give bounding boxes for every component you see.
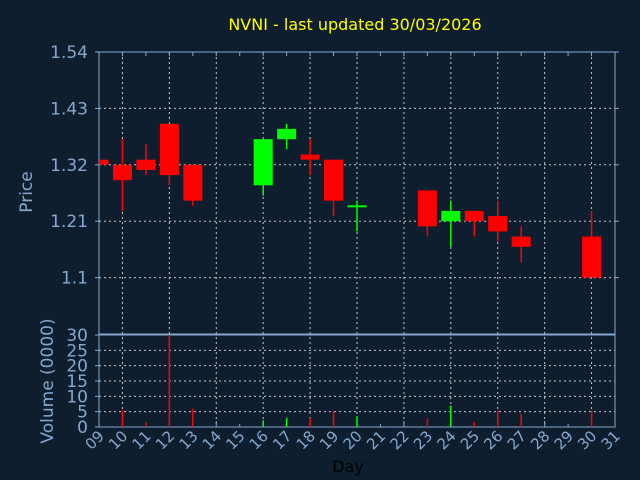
candle-body <box>441 210 461 222</box>
x-tick-label: 12 <box>152 427 178 453</box>
volume-tick-label: 30 <box>66 326 88 346</box>
price-tick-label: 1.1 <box>61 269 88 289</box>
volume-tick-label: 5 <box>77 403 88 423</box>
x-axis-label: Day <box>332 457 364 476</box>
x-tick-label: 28 <box>527 427 553 453</box>
x-tick-label: 21 <box>363 427 389 453</box>
x-tick-label: 23 <box>410 427 436 453</box>
candle-body <box>277 128 297 140</box>
x-tick-label: 20 <box>340 427 366 453</box>
volume-tick-label: 0 <box>77 418 88 438</box>
volume-tick-label: 10 <box>66 387 88 407</box>
candle-body <box>183 164 203 201</box>
x-tick-label: 22 <box>387 427 413 453</box>
candles <box>99 123 602 278</box>
chart-title: NVNI - last updated 30/03/2026 <box>228 15 481 34</box>
candle-body <box>159 123 179 176</box>
x-tick-label: 13 <box>175 427 201 453</box>
candle-body <box>99 159 109 165</box>
x-tick-label: 26 <box>480 427 506 453</box>
candle-body <box>136 159 156 170</box>
x-tick-label: 24 <box>433 427 459 453</box>
x-tick-label: 27 <box>504 427 530 453</box>
price-tick-label: 1.43 <box>50 99 88 119</box>
candle-body <box>488 216 508 232</box>
volume-axis-label: Volume (0000) <box>38 318 58 443</box>
price-tick-label: 1.32 <box>50 156 88 176</box>
x-tick-label: 25 <box>457 427 483 453</box>
grid <box>95 51 619 428</box>
price-axis-label: Price <box>17 171 37 212</box>
volume-tick-label: 25 <box>66 341 88 361</box>
candle-body <box>582 236 602 278</box>
volume-tick-label: 15 <box>66 372 88 392</box>
price-tick-label: 1.54 <box>50 43 88 63</box>
x-tick-label: 15 <box>222 427 248 453</box>
x-tick-label: 19 <box>316 427 342 453</box>
x-tick-label: 11 <box>129 427 155 453</box>
candle-body <box>417 190 437 227</box>
x-tick-label: 31 <box>598 427 624 453</box>
marks <box>99 123 602 427</box>
x-tick-label: 10 <box>105 427 131 453</box>
x-tick-label: 17 <box>269 427 295 453</box>
x-tick-label: 29 <box>551 427 577 453</box>
candle-body <box>324 159 344 201</box>
x-tick-label: 30 <box>574 427 600 453</box>
tick-labels: 1.541.431.321.211.1302520151050091011121… <box>50 43 624 453</box>
x-tick-label: 16 <box>246 427 272 453</box>
x-tick-label: 14 <box>199 427 225 453</box>
candle-body <box>464 210 484 222</box>
candle-body <box>300 154 320 160</box>
candle-body <box>347 205 367 208</box>
x-tick-label: 18 <box>293 427 319 453</box>
candle-body <box>112 164 132 181</box>
candle-body <box>253 139 273 186</box>
price-tick-label: 1.21 <box>50 212 88 232</box>
volume-tick-label: 20 <box>66 357 88 377</box>
candle-body <box>511 236 531 247</box>
